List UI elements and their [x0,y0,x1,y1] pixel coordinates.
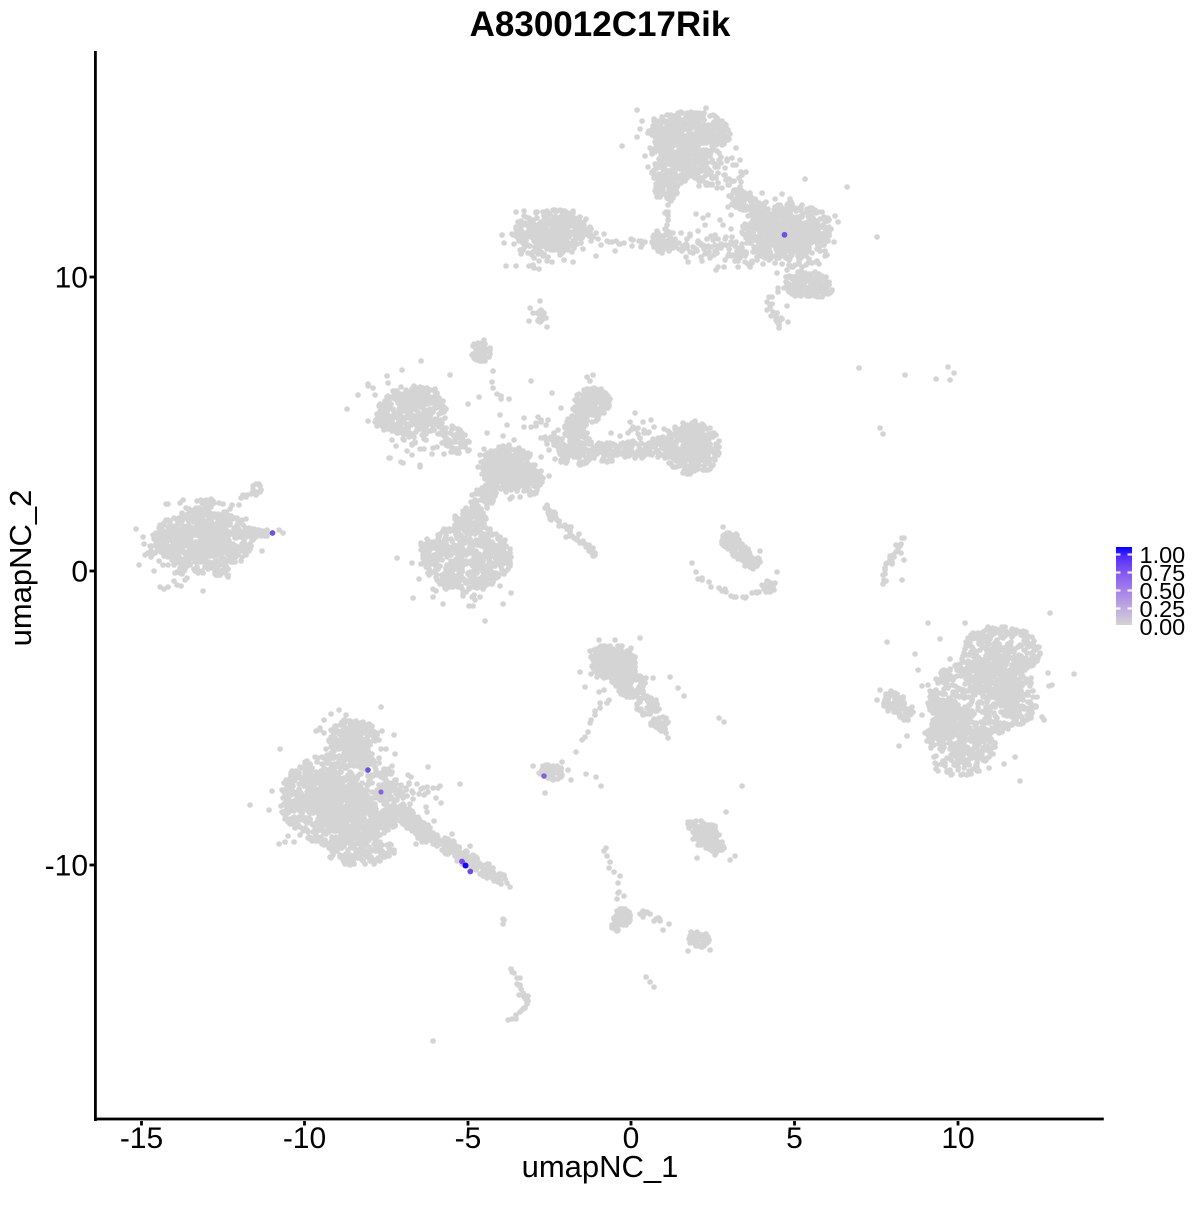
svg-text:0.75: 0.75 [1140,560,1186,586]
svg-text:0.25: 0.25 [1140,596,1186,622]
svg-text:1.00: 1.00 [1140,542,1186,568]
svg-text:-10: -10 [45,850,88,883]
svg-text:0: 0 [71,556,88,589]
svg-text:-10: -10 [283,1122,326,1155]
svg-text:umapNC_2: umapNC_2 [3,490,38,647]
svg-text:-15: -15 [120,1122,163,1155]
svg-text:5: 5 [786,1122,803,1155]
svg-text:0: 0 [623,1122,640,1155]
svg-text:A830012C17Rik: A830012C17Rik [470,5,731,44]
svg-text:10: 10 [941,1122,974,1155]
svg-text:0.50: 0.50 [1140,578,1186,604]
svg-text:0.00: 0.00 [1140,614,1186,640]
svg-text:-5: -5 [455,1122,482,1155]
svg-text:umapNC_1: umapNC_1 [522,1149,679,1184]
svg-text:10: 10 [55,262,88,295]
